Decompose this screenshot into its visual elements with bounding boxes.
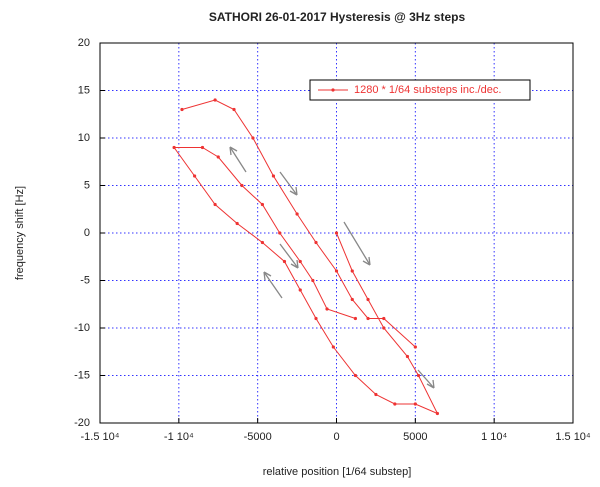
data-point [260,202,264,207]
y-tick-label: 15 [78,84,90,96]
data-point [331,345,335,349]
data-point [350,269,354,273]
y-tick-label: 20 [78,37,90,49]
data-point [366,316,370,321]
y-tick-label: -15 [74,369,90,381]
arrow [343,221,371,266]
data-point [311,278,315,283]
data-point [334,269,339,273]
x-tick-label: 0 [333,431,339,443]
data-point [213,202,217,207]
data-point [382,316,386,321]
data-point [172,145,176,150]
data-point [193,174,197,178]
plot-frame [99,42,574,424]
x-tick-label: 1.5 10⁴ [555,431,591,443]
legend-label: 1280 * 1/64 substeps inc./dec. [354,84,501,96]
legend-box [309,79,531,101]
x-tick-label: 1 10⁴ [481,431,507,443]
data-point [350,297,354,302]
y-tick-label: -20 [74,417,90,429]
arrow [263,271,283,299]
data-point [393,402,397,406]
data-point [295,212,299,216]
data-point [298,259,302,264]
data-point [298,288,302,292]
arrow [229,146,247,173]
data-point [240,183,244,188]
data-point [353,316,358,321]
data-point [374,392,378,397]
annotation-arrows [229,146,435,389]
data-point [334,231,339,235]
data-point [216,155,220,159]
data-point [271,174,276,178]
y-axis-label: frequency shift [Hz] [14,186,26,280]
x-tick-label: -1.5 10⁴ [81,431,120,443]
data-point [325,307,329,311]
series-line [173,99,439,415]
arrow [279,243,299,269]
arrow [279,171,298,196]
x-tick-label: 5000 [403,431,427,443]
arrow [417,369,435,389]
data-point [180,107,184,112]
legend-marker [331,88,335,92]
y-tick-label: 5 [84,179,90,191]
y-tick-label: 0 [84,227,90,239]
x-axis-label: relative position [1/64 substep] [263,466,412,478]
data-point [235,221,239,226]
data-point [314,316,318,321]
data-point [232,107,236,112]
y-tick-label: 10 [78,132,90,144]
y-tick-label: -10 [74,322,90,334]
data-point [413,345,417,349]
data-point [366,297,370,302]
data-point [282,259,287,264]
x-tick-label: -5000 [244,431,272,443]
chart-title: SATHORI 26-01-2017 Hysteresis @ 3Hz step… [209,10,466,24]
data-point [353,373,358,378]
data-point [260,240,264,245]
data-point [405,354,410,359]
data-point [213,98,217,102]
data-point [382,326,386,330]
data-point [200,145,205,150]
data-point [251,136,255,140]
data-point [413,402,417,406]
x-tick-label: -1 10⁴ [164,431,194,443]
data-point [314,240,318,245]
data-point [278,231,282,235]
y-tick-label: -5 [80,274,90,286]
data-point [435,411,440,416]
data-point [416,373,421,378]
